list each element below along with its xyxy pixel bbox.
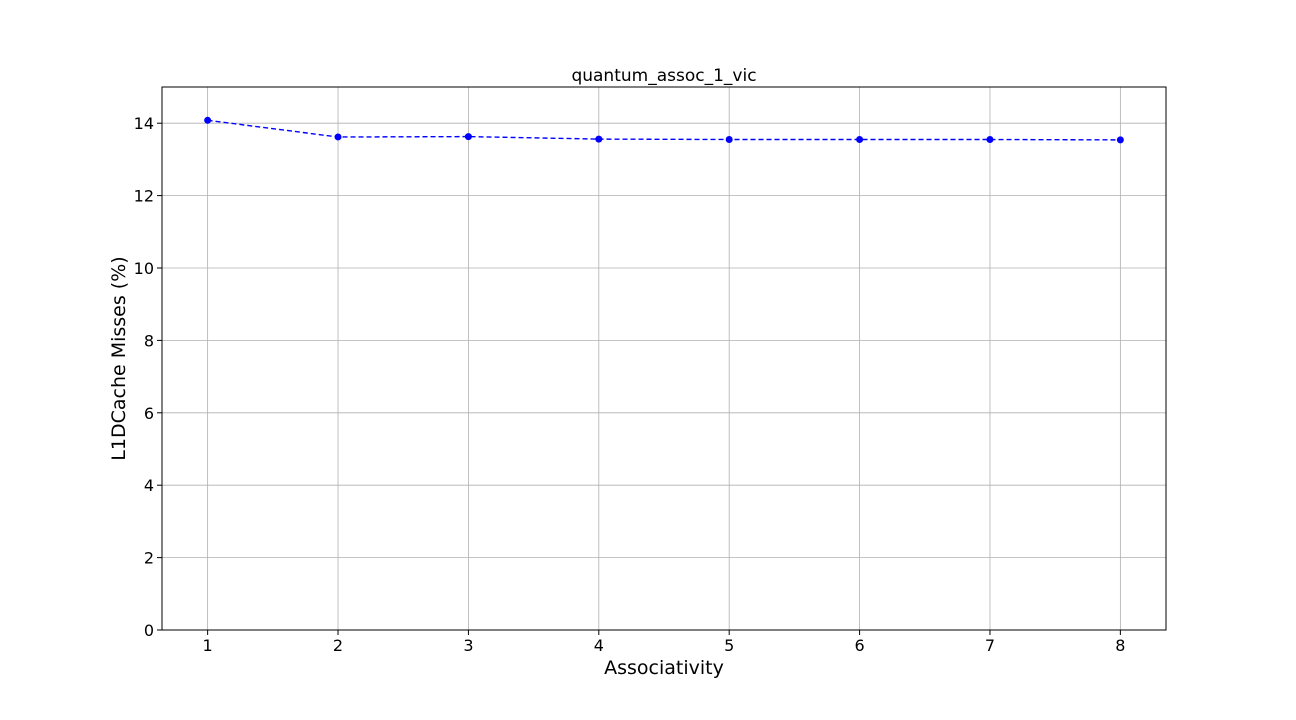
y-axis-label: L1DCache Misses (%) (108, 256, 130, 460)
y-tick-label: 6 (144, 404, 154, 423)
data-point (464, 133, 472, 141)
x-tick-label: 3 (463, 636, 473, 655)
grid-lines (162, 87, 1166, 631)
data-point (725, 135, 733, 143)
series-line (207, 119, 1121, 141)
y-axis-ticks: 0 2 4 6 8 10 12 14 (134, 114, 162, 640)
x-tick-label: 6 (854, 636, 864, 655)
y-tick-label: 2 (144, 549, 154, 568)
data-point (334, 133, 342, 141)
x-tick-label: 7 (985, 636, 995, 655)
data-point (986, 135, 994, 143)
x-axis-label: Associativity (604, 657, 724, 679)
x-axis-ticks: 1 2 3 4 5 6 7 8 (203, 630, 1125, 655)
y-tick-label: 14 (134, 114, 154, 133)
data-point (595, 135, 603, 143)
data-point (204, 116, 212, 124)
y-tick-label: 10 (134, 259, 154, 278)
x-tick-label: 2 (333, 636, 343, 655)
chart-title: quantum_assoc_1_vic (571, 66, 756, 86)
data-point (856, 135, 864, 143)
y-tick-label: 12 (134, 187, 154, 206)
x-tick-label: 1 (203, 636, 213, 655)
x-tick-label: 4 (594, 636, 604, 655)
y-tick-label: 0 (144, 621, 154, 640)
x-tick-label: 5 (724, 636, 734, 655)
data-point (1116, 136, 1124, 144)
x-tick-label: 8 (1115, 636, 1125, 655)
series-group (204, 116, 1124, 144)
y-tick-label: 8 (144, 331, 154, 350)
plot-frame (161, 86, 1167, 631)
y-tick-label: 4 (144, 476, 154, 495)
